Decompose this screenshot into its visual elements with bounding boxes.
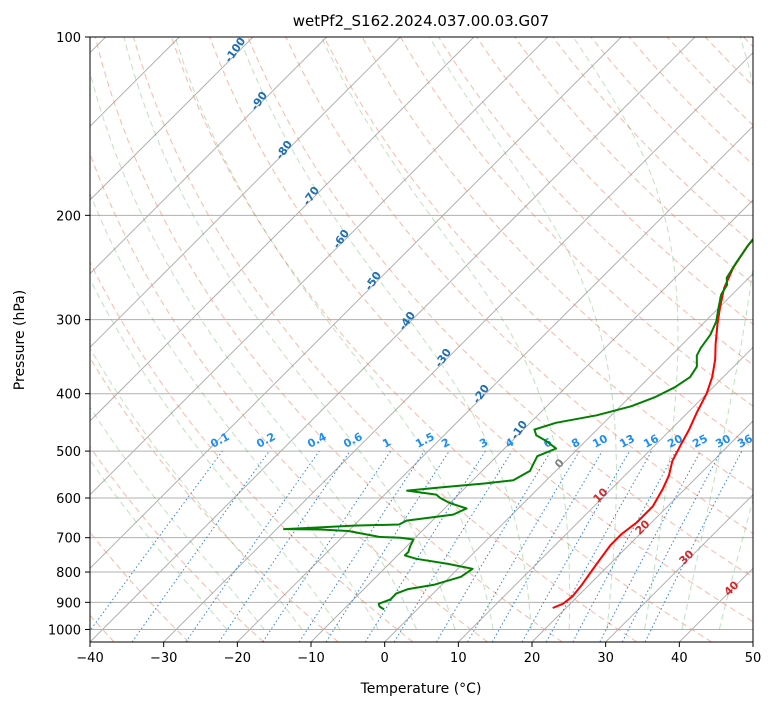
moist-adiabat-line — [123, 37, 456, 630]
dry-adiabat-line — [90, 446, 264, 642]
isotherm-line — [163, 51, 753, 642]
sounding-traces — [283, 237, 753, 611]
x-tick-label: −40 — [76, 651, 103, 666]
dry-adiabat-line — [171, 37, 712, 642]
moist-adiabats — [90, 37, 753, 630]
x-tick-label: 40 — [671, 651, 688, 666]
x-tick-label: 30 — [597, 651, 614, 666]
mixing-ratio-label: 30 — [713, 432, 733, 451]
y-tick-label: 300 — [56, 314, 81, 329]
moist-adiabat-line — [320, 37, 571, 630]
isotherm-line — [384, 272, 753, 642]
mixing-ratio-line — [90, 450, 223, 632]
moist-adiabat-line — [90, 459, 228, 630]
isotherm-line — [90, 37, 475, 422]
y-tick-label: 700 — [56, 532, 81, 547]
dry-adiabat-line — [90, 260, 414, 642]
x-tick-label: −10 — [297, 651, 324, 666]
isotherm-line — [90, 37, 549, 496]
dewpoint-trace — [283, 237, 753, 611]
dry-adiabat-line — [476, 37, 753, 325]
plot-frame — [89, 36, 754, 643]
y-tick-label: 200 — [56, 209, 81, 224]
moist-adiabat-line — [681, 37, 753, 630]
dry-adiabat-line — [285, 37, 753, 535]
x-axis-ticks: −40 −30 −20 −10 0 10 20 30 40 50 — [76, 642, 761, 666]
isotherm-line — [605, 493, 753, 642]
x-tick-label: 0 — [381, 651, 389, 666]
dry-adiabat-line — [90, 356, 339, 642]
y-axis-ticks: 100 200 300 400 500 600 700 800 900 1000 — [48, 31, 90, 638]
isotherm-line — [531, 420, 753, 642]
mixing-ratio-line — [545, 450, 653, 642]
moist-adiabat-line — [90, 70, 417, 630]
skewed-isotherms — [90, 37, 753, 642]
mixing-ratio-line — [185, 450, 320, 642]
y-tick-label: 900 — [56, 596, 81, 611]
moist-adiabat-line — [718, 497, 753, 630]
y-tick-label: 500 — [56, 445, 81, 460]
y-tick-label: 800 — [56, 566, 81, 581]
dry-adiabat-line — [514, 37, 753, 285]
mixing-ratio-line — [298, 450, 425, 642]
dry-adiabat-line — [132, 37, 638, 642]
moist-adiabat-line — [90, 347, 303, 630]
mixing-ratio-label: 25 — [690, 432, 710, 451]
mixing-ratio-label: 10 — [590, 432, 610, 451]
mixing-ratio-label: 13 — [617, 432, 637, 451]
chart-title: wetPf2_S162.2024.037.00.03.G07 — [293, 12, 549, 31]
x-tick-label: 10 — [450, 651, 467, 666]
temperature-trace — [552, 238, 753, 609]
mixing-ratio-line — [393, 450, 513, 642]
mixing-ratio-label: 16 — [641, 432, 661, 451]
x-axis-label: Temperature (°C) — [360, 681, 482, 697]
y-tick-label: 600 — [56, 492, 81, 507]
isotherm-line — [90, 37, 401, 349]
dry-adiabat-line — [94, 37, 563, 642]
dry-adiabat-line — [209, 37, 753, 623]
moist-adiabat-line — [90, 406, 265, 630]
isotherm-line — [90, 37, 254, 201]
x-tick-label: −20 — [224, 651, 251, 666]
isotherm-line — [90, 37, 622, 570]
dry-adiabat-line — [247, 37, 753, 578]
mixing-ratio-line — [572, 450, 677, 642]
moist-adiabat-line — [174, 37, 494, 630]
isotherm-line — [236, 125, 753, 642]
isotherm-line — [90, 37, 696, 642]
moist-adiabat-line — [90, 278, 341, 630]
x-tick-label: 20 — [524, 651, 541, 666]
isotherm-line — [90, 37, 328, 275]
mixing-ratio-line — [218, 450, 351, 642]
y-tick-label: 100 — [56, 31, 81, 46]
moist-adiabat-line — [90, 192, 379, 630]
moist-adiabat-line — [238, 37, 532, 630]
mixing-ratio-line — [262, 450, 392, 642]
y-tick-label: 400 — [56, 388, 81, 403]
dry-adiabats — [90, 37, 753, 642]
mixing-ratio-label: 36 — [735, 432, 755, 451]
mixing-ratio-line — [325, 450, 450, 642]
x-tick-label: 50 — [745, 651, 762, 666]
isotherm-line — [457, 346, 753, 642]
x-tick-label: −30 — [150, 651, 177, 666]
mixing-ratio-line — [521, 450, 630, 642]
plot-area: 0.1 0.2 0.4 0.6 1 1.5 2 3 4 6 8 10 13 16 20 25 30 36-100-… — [90, 37, 755, 642]
moist-adiabat-line — [572, 37, 679, 630]
mixing-ratio-line — [644, 450, 743, 642]
dry-adiabat-line — [323, 37, 753, 491]
mixing-ratio-line — [131, 450, 270, 642]
isobar-grid — [90, 37, 753, 630]
moist-adiabat-line — [428, 37, 617, 630]
y-axis-label: Pressure (hPa) — [12, 290, 28, 390]
mixing-ratio-lines — [90, 450, 743, 642]
y-tick-label: 1000 — [48, 623, 81, 638]
